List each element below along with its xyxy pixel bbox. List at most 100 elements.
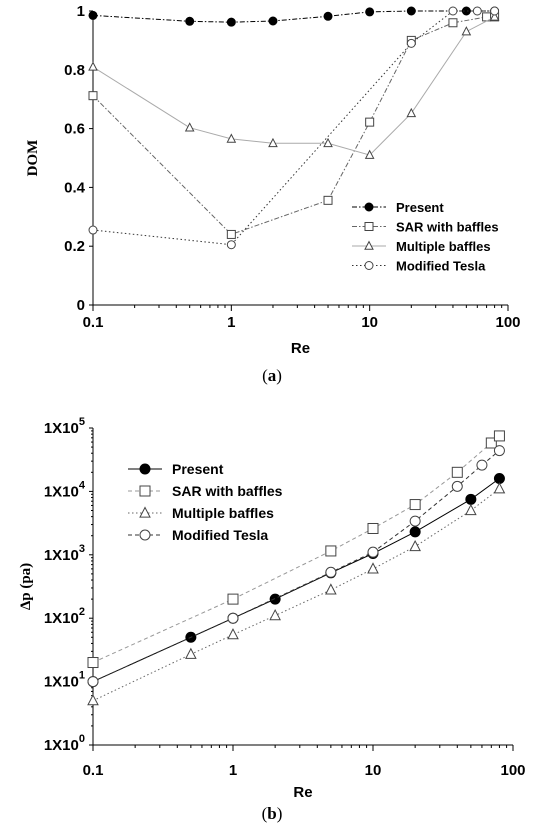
y-tick-label: 1 [77, 3, 85, 20]
data-point [461, 6, 471, 16]
legend-marker [364, 222, 374, 231]
data-point [227, 628, 239, 640]
data-point [365, 117, 375, 127]
series-line [92, 478, 500, 683]
x-tick-label: 10 [361, 314, 378, 331]
data-point [493, 430, 505, 442]
data-point [490, 6, 500, 16]
chart-panel-a: 0.1 1 10 100 0 0.2 0.4 0.6 0.8 1 Re DOM Present SAR w… [25, 3, 521, 385]
x-tick-label: 1 [227, 314, 235, 331]
series-line [92, 435, 500, 663]
x-tick-label: 1 [229, 762, 237, 779]
data-point [451, 480, 463, 492]
legend-marker [139, 506, 151, 518]
panel-label: (b) [262, 804, 283, 823]
data-point [226, 133, 237, 143]
y-tick-label: 1X105 [44, 416, 85, 437]
data-point [88, 91, 98, 101]
data-point [269, 608, 281, 621]
data-point [227, 593, 239, 605]
data-point [184, 122, 195, 132]
data-point [268, 16, 278, 26]
data-point [409, 499, 421, 511]
y-tick-label: 0.2 [64, 238, 85, 255]
data-point [323, 11, 333, 21]
data-point [227, 612, 239, 624]
x-tick-label: 0.1 [83, 314, 104, 331]
data-point [465, 503, 477, 516]
legend: Present SAR with baffles Multiple baffles M… [128, 461, 283, 543]
x-axis-label: Re [291, 340, 310, 357]
data-point [88, 10, 98, 20]
data-point [87, 657, 99, 669]
data-point [325, 583, 337, 595]
legend-label: Modified Tesla [396, 259, 486, 274]
data-point [323, 195, 333, 205]
data-point [448, 6, 458, 16]
series-line [92, 450, 500, 683]
legend-marker [139, 485, 151, 497]
y-tick-label: 0.8 [64, 62, 85, 79]
data-point [448, 18, 458, 28]
data-point [365, 7, 375, 17]
data-point [409, 539, 421, 552]
y-tick-label: 0.6 [64, 121, 85, 138]
y-tick-label: 0.4 [64, 179, 86, 196]
data-point [465, 493, 477, 505]
data-point [87, 694, 99, 706]
series-line [92, 488, 500, 702]
data-point [185, 647, 197, 659]
data-point [367, 562, 379, 574]
legend-marker [139, 463, 151, 475]
legend-label: SAR with baffles [172, 483, 283, 499]
x-tick-label: 100 [500, 762, 525, 779]
legend-label: Multiple baffles [396, 239, 491, 254]
data-point [88, 61, 98, 71]
data-point [476, 459, 488, 471]
data-point [269, 593, 281, 605]
data-point [323, 137, 333, 148]
data-point [485, 437, 497, 449]
series-present [87, 472, 505, 688]
data-point [185, 16, 195, 26]
y-axis-label: DOM [25, 140, 41, 177]
y-tick-label: 1X101 [44, 670, 85, 691]
legend-label: SAR with baffles [396, 220, 499, 235]
data-point [226, 229, 236, 239]
data-point [226, 17, 236, 27]
data-point [367, 522, 379, 534]
data-point [406, 107, 417, 118]
legend-label: Present [172, 461, 224, 477]
series-present [88, 6, 500, 27]
y-tick-label: 1X100 [44, 733, 85, 754]
data-point [472, 6, 482, 16]
data-point [409, 515, 421, 527]
data-point [325, 566, 337, 578]
x-tick-label: 100 [495, 314, 520, 331]
y-tick-label: 1X102 [44, 606, 85, 627]
legend-marker [364, 202, 374, 212]
x-tick-label: 10 [365, 762, 382, 779]
series-line [92, 16, 495, 235]
legend-label: Modified Tesla [172, 527, 268, 543]
y-tick-label: 1X104 [44, 479, 86, 500]
data-point [226, 240, 236, 250]
y-axis-label: Δp (pa) [18, 563, 34, 610]
data-point [493, 472, 505, 484]
data-point [489, 11, 500, 21]
data-point [88, 225, 98, 235]
data-point [406, 6, 416, 16]
series-modified-tesla [87, 445, 505, 688]
series-sar-with-baffles [87, 430, 505, 669]
data-point [268, 137, 278, 148]
legend-marker [364, 261, 374, 270]
data-point [325, 545, 337, 557]
y-tick-label: 0 [77, 297, 85, 314]
x-axis-label: Re [293, 784, 312, 801]
data-point [364, 149, 375, 159]
legend-marker [139, 529, 151, 541]
legend-marker [364, 240, 374, 250]
chart-panel-b: 0.1 1 10 100 1X100 1X101 1X102 1X103 1X104 1X105 R… [18, 416, 526, 823]
panel-label: (a) [262, 366, 282, 385]
